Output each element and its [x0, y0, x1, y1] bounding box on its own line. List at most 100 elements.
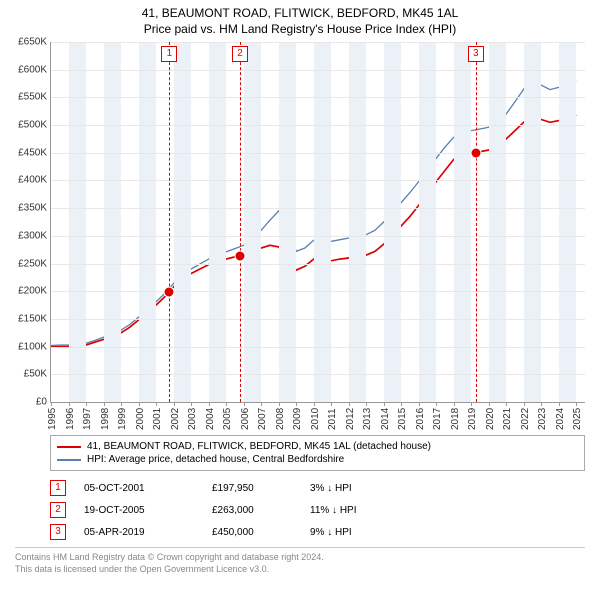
- footer-line2: This data is licensed under the Open Gov…: [15, 564, 585, 576]
- x-axis-label: 2011: [327, 408, 338, 430]
- sales-row: 1 05-OCT-2001 £197,950 3% ↓ HPI: [50, 477, 585, 499]
- x-tick: [279, 402, 280, 406]
- x-axis-label: 2023: [537, 408, 548, 430]
- year-shade: [104, 42, 122, 402]
- year-shade: [209, 42, 227, 402]
- x-axis-label: 2009: [292, 408, 303, 430]
- x-tick: [296, 402, 297, 406]
- x-axis-label: 2005: [222, 408, 233, 430]
- gridline: [51, 264, 585, 265]
- y-axis-label: £100K: [18, 341, 51, 352]
- gridline: [51, 236, 585, 237]
- x-tick: [401, 402, 402, 406]
- legend-label-red: 41, BEAUMONT ROAD, FLITWICK, BEDFORD, MK…: [87, 441, 431, 452]
- sales-idx: 2: [50, 502, 66, 518]
- sales-delta: 11% ↓ HPI: [310, 505, 410, 516]
- sales-price: £197,950: [212, 483, 292, 494]
- sale-marker-box: 1: [161, 46, 177, 62]
- y-axis-label: £400K: [18, 175, 51, 186]
- x-axis-label: 2014: [380, 408, 391, 430]
- gridline: [51, 180, 585, 181]
- x-axis-label: 2022: [520, 408, 531, 430]
- sales-row: 3 05-APR-2019 £450,000 9% ↓ HPI: [50, 521, 585, 543]
- x-axis-label: 2020: [485, 408, 496, 430]
- sales-table: 1 05-OCT-2001 £197,950 3% ↓ HPI 2 19-OCT…: [50, 477, 585, 543]
- x-axis-label: 1995: [47, 408, 58, 430]
- sale-marker-line: [169, 42, 170, 402]
- x-axis-label: 1999: [117, 408, 128, 430]
- x-axis-label: 2013: [362, 408, 373, 430]
- chart-subtitle: Price paid vs. HM Land Registry's House …: [0, 22, 600, 36]
- x-axis-label: 2025: [572, 408, 583, 430]
- legend-label-blue: HPI: Average price, detached house, Cent…: [87, 454, 344, 465]
- x-tick: [51, 402, 52, 406]
- x-tick: [454, 402, 455, 406]
- sale-marker-box: 2: [232, 46, 248, 62]
- y-axis-label: £350K: [18, 203, 51, 214]
- x-tick: [541, 402, 542, 406]
- x-axis-label: 2012: [345, 408, 356, 430]
- x-axis-label: 2004: [205, 408, 216, 430]
- y-axis-label: £250K: [18, 258, 51, 269]
- x-tick: [331, 402, 332, 406]
- sale-marker-line: [476, 42, 477, 402]
- x-axis-label: 2010: [310, 408, 321, 430]
- chart-container: 41, BEAUMONT ROAD, FLITWICK, BEDFORD, MK…: [0, 6, 600, 596]
- x-axis-label: 2001: [152, 408, 163, 430]
- sale-marker-box: 3: [468, 46, 484, 62]
- gridline: [51, 374, 585, 375]
- year-shade: [524, 42, 542, 402]
- x-tick: [471, 402, 472, 406]
- sales-date: 05-APR-2019: [84, 527, 194, 538]
- x-tick: [191, 402, 192, 406]
- y-axis-label: £200K: [18, 286, 51, 297]
- x-tick: [174, 402, 175, 406]
- x-axis-label: 2018: [450, 408, 461, 430]
- x-axis-label: 2007: [257, 408, 268, 430]
- y-axis-label: £500K: [18, 120, 51, 131]
- x-tick: [419, 402, 420, 406]
- year-shade: [244, 42, 262, 402]
- x-axis-label: 2008: [275, 408, 286, 430]
- year-shade: [314, 42, 332, 402]
- gridline: [51, 153, 585, 154]
- year-shade: [349, 42, 367, 402]
- year-shade: [559, 42, 577, 402]
- year-shade: [454, 42, 472, 402]
- x-tick: [86, 402, 87, 406]
- year-shade: [419, 42, 437, 402]
- y-axis-label: £0: [36, 397, 51, 408]
- gridline: [51, 70, 585, 71]
- gridline: [51, 125, 585, 126]
- x-axis-label: 1998: [100, 408, 111, 430]
- year-shade: [489, 42, 507, 402]
- x-tick: [156, 402, 157, 406]
- y-axis-label: £450K: [18, 147, 51, 158]
- sales-idx: 3: [50, 524, 66, 540]
- y-axis-label: £600K: [18, 64, 51, 75]
- footer: Contains HM Land Registry data © Crown c…: [15, 547, 585, 575]
- x-axis-label: 2019: [467, 408, 478, 430]
- x-axis-label: 2017: [432, 408, 443, 430]
- x-tick: [209, 402, 210, 406]
- y-axis-label: £50K: [24, 369, 51, 380]
- legend-swatch-red: [57, 446, 81, 448]
- x-tick: [576, 402, 577, 406]
- x-tick: [436, 402, 437, 406]
- legend-item-blue: HPI: Average price, detached house, Cent…: [57, 453, 578, 466]
- x-tick: [506, 402, 507, 406]
- sale-marker-dot: [164, 287, 175, 298]
- x-axis-label: 1996: [65, 408, 76, 430]
- x-axis-label: 2021: [502, 408, 513, 430]
- x-tick: [69, 402, 70, 406]
- x-axis-label: 2000: [135, 408, 146, 430]
- year-shade: [384, 42, 402, 402]
- x-tick: [121, 402, 122, 406]
- x-tick: [139, 402, 140, 406]
- sales-idx: 1: [50, 480, 66, 496]
- x-axis-label: 2015: [397, 408, 408, 430]
- gridline: [51, 319, 585, 320]
- x-axis-label: 1997: [82, 408, 93, 430]
- gridline: [51, 97, 585, 98]
- x-tick: [366, 402, 367, 406]
